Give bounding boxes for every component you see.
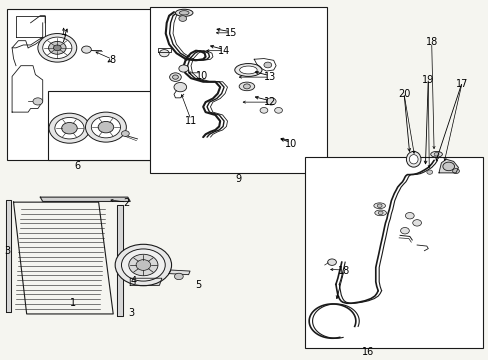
Circle shape <box>260 108 267 113</box>
Text: 3: 3 <box>128 308 135 318</box>
Circle shape <box>159 50 169 57</box>
Ellipse shape <box>430 152 442 157</box>
Circle shape <box>42 37 72 59</box>
Circle shape <box>53 45 61 51</box>
Ellipse shape <box>406 152 420 167</box>
Circle shape <box>121 131 129 136</box>
Text: 20: 20 <box>397 89 409 99</box>
Bar <box>7 9 153 160</box>
Circle shape <box>38 33 77 62</box>
Polygon shape <box>6 200 11 312</box>
Text: 18: 18 <box>425 37 437 48</box>
Text: 18: 18 <box>337 266 349 276</box>
Text: 4: 4 <box>130 276 137 286</box>
Circle shape <box>264 62 271 68</box>
Ellipse shape <box>374 210 386 216</box>
Circle shape <box>274 108 282 113</box>
Text: 7: 7 <box>61 34 67 44</box>
Circle shape <box>412 220 421 226</box>
Circle shape <box>81 46 91 53</box>
Text: 9: 9 <box>235 174 241 184</box>
Text: 11: 11 <box>184 116 197 126</box>
Circle shape <box>179 65 188 72</box>
Text: 1: 1 <box>70 298 76 308</box>
Bar <box>425 166 433 176</box>
Ellipse shape <box>179 11 189 15</box>
Circle shape <box>174 82 186 92</box>
Polygon shape <box>254 59 276 71</box>
Polygon shape <box>169 270 190 275</box>
Circle shape <box>91 116 120 138</box>
Circle shape <box>55 117 84 139</box>
Polygon shape <box>158 48 170 52</box>
Polygon shape <box>12 66 42 112</box>
Polygon shape <box>130 278 162 285</box>
Circle shape <box>33 98 42 105</box>
Circle shape <box>405 212 413 219</box>
Text: 3: 3 <box>4 247 10 256</box>
Circle shape <box>128 254 158 276</box>
Ellipse shape <box>408 155 417 164</box>
Text: 19: 19 <box>421 75 433 85</box>
Circle shape <box>179 16 186 21</box>
Ellipse shape <box>373 203 385 208</box>
Text: 16: 16 <box>362 347 374 357</box>
Ellipse shape <box>175 9 193 17</box>
Polygon shape <box>16 16 45 37</box>
Circle shape <box>49 113 90 143</box>
Circle shape <box>115 244 171 286</box>
Circle shape <box>174 273 183 280</box>
Circle shape <box>172 75 178 79</box>
Circle shape <box>377 211 382 215</box>
Circle shape <box>452 168 458 174</box>
Text: 10: 10 <box>196 71 208 81</box>
Polygon shape <box>438 159 458 173</box>
Bar <box>149 7 326 173</box>
Bar <box>305 157 482 348</box>
Polygon shape <box>40 197 130 202</box>
Circle shape <box>136 260 150 270</box>
Text: 15: 15 <box>224 28 237 38</box>
Circle shape <box>426 170 432 174</box>
Text: 17: 17 <box>455 78 468 89</box>
Circle shape <box>48 41 66 54</box>
Ellipse shape <box>239 82 254 91</box>
Circle shape <box>121 249 165 281</box>
Polygon shape <box>117 205 122 316</box>
Text: 12: 12 <box>263 97 275 107</box>
Circle shape <box>169 73 181 81</box>
Ellipse shape <box>239 66 257 74</box>
Circle shape <box>61 122 77 134</box>
Circle shape <box>442 162 454 171</box>
FancyBboxPatch shape <box>174 15 191 22</box>
Bar <box>47 91 152 160</box>
Circle shape <box>400 228 408 234</box>
Circle shape <box>376 204 381 207</box>
Circle shape <box>85 112 126 142</box>
Ellipse shape <box>234 64 262 76</box>
Text: 5: 5 <box>195 280 201 291</box>
Text: 10: 10 <box>284 139 296 149</box>
Circle shape <box>433 153 438 156</box>
Circle shape <box>243 84 250 89</box>
Text: 14: 14 <box>218 46 230 56</box>
Circle shape <box>327 259 336 265</box>
Text: 13: 13 <box>263 72 275 82</box>
Text: 8: 8 <box>109 55 115 65</box>
Circle shape <box>98 121 114 133</box>
Text: 2: 2 <box>123 198 130 208</box>
Circle shape <box>266 98 276 105</box>
Text: 6: 6 <box>75 161 81 171</box>
